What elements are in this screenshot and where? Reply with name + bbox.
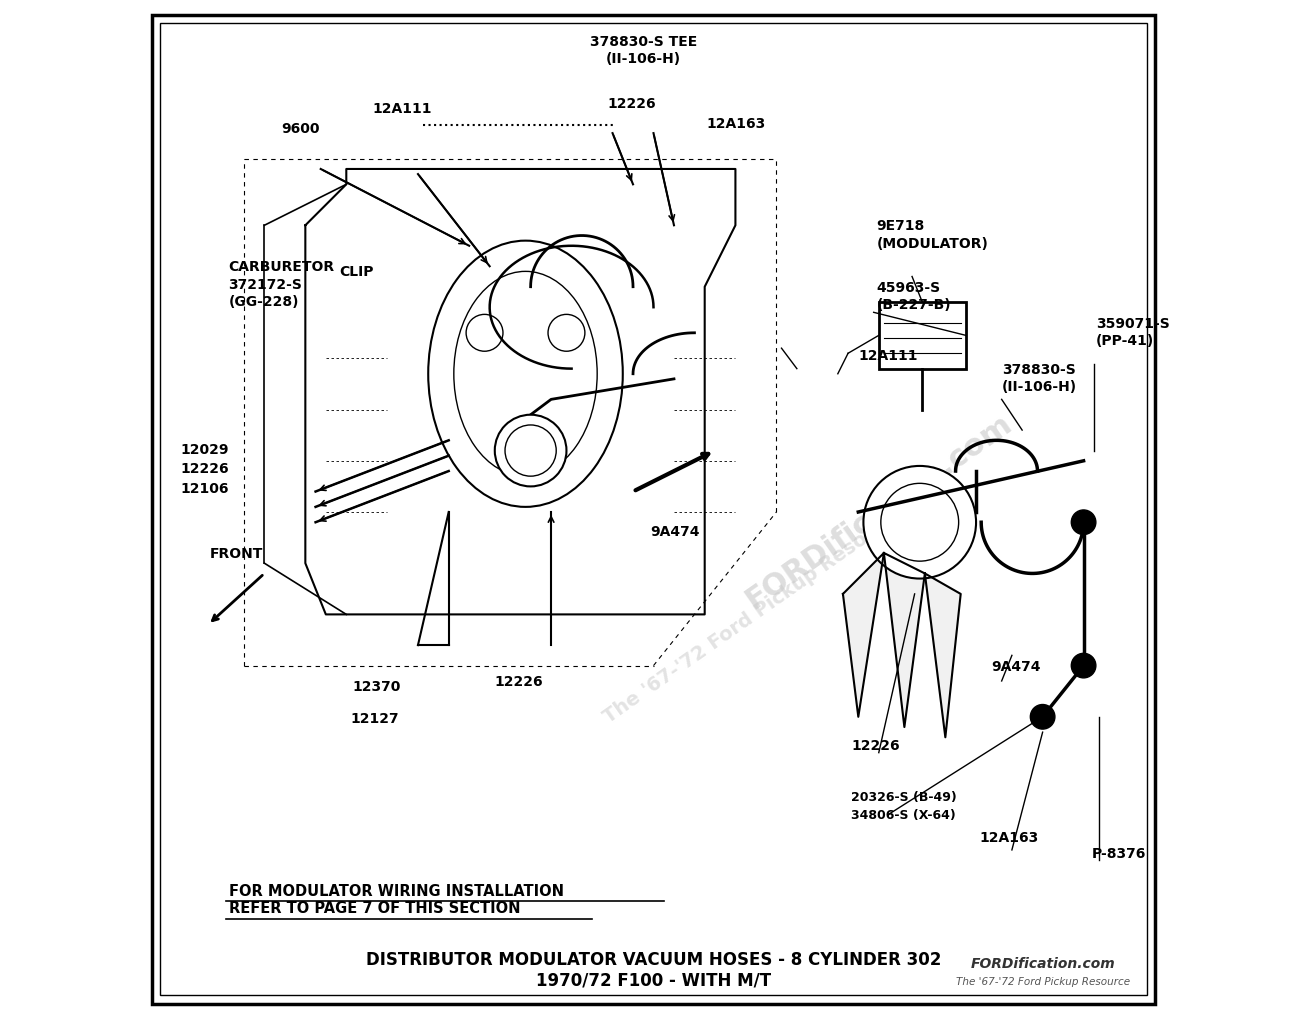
- Text: CARBURETOR: CARBURETOR: [229, 260, 335, 274]
- Text: 12A111: 12A111: [859, 349, 918, 364]
- Text: 9E718: 9E718: [877, 219, 925, 233]
- Text: (GG-228): (GG-228): [229, 295, 299, 309]
- Text: P-8376: P-8376: [1091, 847, 1146, 861]
- Text: (II-106-H): (II-106-H): [1001, 380, 1077, 394]
- Text: FORDification.com: FORDification.com: [740, 409, 1017, 615]
- Text: 378830-S TEE: 378830-S TEE: [589, 35, 697, 49]
- Text: 9A474: 9A474: [992, 659, 1040, 674]
- Text: 359071-S: 359071-S: [1095, 316, 1170, 331]
- Text: 12226: 12226: [851, 738, 899, 753]
- Text: FRONT: FRONT: [210, 547, 264, 561]
- Bar: [878, 302, 966, 369]
- Text: 45963-S: 45963-S: [877, 281, 941, 295]
- Text: 12226: 12226: [608, 96, 656, 111]
- Polygon shape: [884, 553, 925, 727]
- Text: The '67-'72 Ford Pickup Resource: The '67-'72 Ford Pickup Resource: [955, 977, 1129, 987]
- Text: FOR MODULATOR WIRING INSTALLATION: FOR MODULATOR WIRING INSTALLATION: [229, 884, 563, 899]
- Text: 12A163: 12A163: [979, 830, 1038, 845]
- Text: 12127: 12127: [350, 712, 399, 726]
- Text: FORDification.com: FORDification.com: [970, 956, 1115, 971]
- Text: 20326-S (B-49): 20326-S (B-49): [851, 791, 957, 804]
- Circle shape: [1072, 653, 1095, 678]
- Text: 1970/72 F100 - WITH M/T: 1970/72 F100 - WITH M/T: [536, 971, 771, 989]
- Text: (II-106-H): (II-106-H): [605, 52, 681, 67]
- Circle shape: [495, 415, 566, 486]
- Text: 12A111: 12A111: [372, 101, 433, 116]
- Text: 12A163: 12A163: [707, 117, 766, 131]
- Polygon shape: [925, 573, 961, 737]
- Text: The '67-'72 Ford Pickup Resource: The '67-'72 Ford Pickup Resource: [600, 502, 911, 727]
- Text: 378830-S: 378830-S: [1001, 362, 1076, 377]
- Text: (MODULATOR): (MODULATOR): [877, 237, 988, 251]
- Text: 12029: 12029: [180, 442, 229, 457]
- Circle shape: [1030, 705, 1055, 729]
- Text: 12226: 12226: [180, 462, 229, 476]
- Circle shape: [1072, 510, 1095, 535]
- Text: (B-227-B): (B-227-B): [877, 298, 951, 312]
- Polygon shape: [843, 553, 884, 717]
- Text: 12226: 12226: [494, 675, 542, 689]
- Text: DISTRIBUTOR MODULATOR VACUUM HOSES - 8 CYLINDER 302: DISTRIBUTOR MODULATOR VACUUM HOSES - 8 C…: [366, 950, 941, 969]
- Text: 9600: 9600: [281, 122, 319, 136]
- Circle shape: [864, 466, 976, 579]
- Text: 9A474: 9A474: [651, 524, 701, 539]
- Text: 12106: 12106: [180, 481, 229, 496]
- Text: 34806-S (X-64): 34806-S (X-64): [851, 809, 955, 822]
- Text: REFER TO PAGE 7 OF THIS SECTION: REFER TO PAGE 7 OF THIS SECTION: [229, 901, 520, 916]
- Text: CLIP: CLIP: [339, 265, 374, 280]
- Text: 372172-S: 372172-S: [229, 278, 302, 292]
- Text: 12370: 12370: [353, 680, 401, 694]
- Text: (PP-41): (PP-41): [1095, 334, 1154, 348]
